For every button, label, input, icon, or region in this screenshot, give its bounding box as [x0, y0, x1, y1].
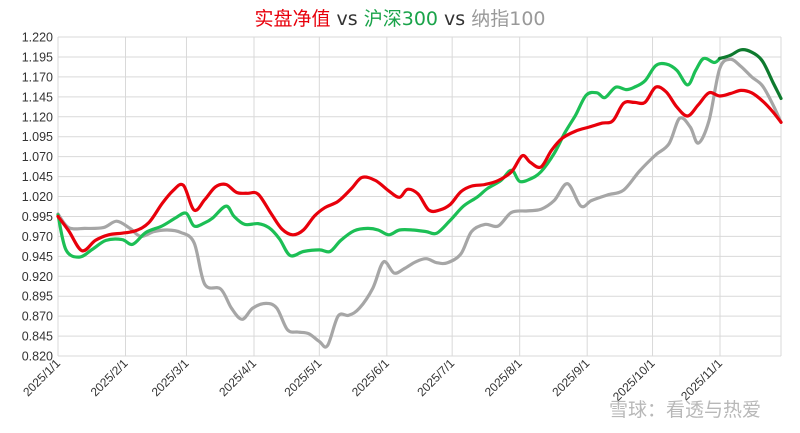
chart-title-part-4: 纳指100 [471, 8, 545, 30]
series-lines [56, 48, 783, 349]
y-tick-label: 0.845 [22, 330, 53, 344]
y-tick-label: 0.970 [22, 230, 53, 244]
series-line-3 [56, 85, 783, 253]
y-tick-label: 0.895 [22, 290, 53, 304]
y-axis-ticks: 0.820 0.845 0.870 0.895 0.920 0.945 0.970 0.995… [22, 31, 53, 364]
chart-title-part-3: vs [438, 8, 471, 30]
grid [57, 36, 782, 357]
x-tick-label: 2025/5/1 [282, 356, 325, 399]
y-tick-label: 0.945 [22, 250, 53, 264]
x-tick-label: 2025/3/1 [149, 356, 192, 399]
x-tick-label: 2025/10/1 [610, 356, 658, 404]
chart-title-part-1: vs [331, 8, 364, 30]
chart-title: 实盘净值 vs 沪深300 vs 纳指100 [254, 8, 545, 30]
x-tick-label: 2025/11/1 [678, 356, 725, 403]
x-tick-label: 2025/6/1 [349, 356, 392, 399]
y-tick-label: 0.995 [22, 210, 53, 224]
y-tick-label: 0.820 [22, 350, 53, 364]
watermark-text: 雪球：看透与热爱 [609, 399, 761, 421]
series-line-1 [56, 56, 722, 259]
x-axis-ticks: 2025/1/1 2025/2/1 2025/3/1 2025/4/1 2025/5/1… [20, 356, 725, 404]
y-tick-label: 1.020 [22, 190, 53, 204]
y-tick-label: 1.195 [22, 50, 53, 64]
y-tick-label: 1.220 [22, 31, 53, 45]
series-line-2 [718, 48, 783, 100]
x-tick-label: 2025/8/1 [482, 356, 525, 399]
y-tick-label: 1.045 [22, 170, 53, 184]
y-tick-label: 1.095 [22, 130, 53, 144]
y-tick-label: 0.870 [22, 310, 53, 324]
x-tick-label: 2025/7/1 [414, 356, 457, 399]
y-tick-label: 1.070 [22, 150, 53, 164]
x-tick-label: 2025/4/1 [216, 356, 259, 399]
y-tick-label: 1.120 [22, 110, 53, 124]
x-tick-label: 2025/9/1 [549, 356, 592, 399]
chart-title-part-2: 沪深300 [364, 8, 438, 30]
y-tick-label: 1.145 [22, 90, 53, 104]
x-tick-label: 2025/2/1 [88, 356, 131, 399]
chart-title-part-0: 实盘净值 [254, 8, 330, 30]
y-tick-label: 1.170 [22, 70, 53, 84]
y-tick-label: 0.920 [22, 270, 53, 284]
series-line-0 [56, 57, 783, 349]
